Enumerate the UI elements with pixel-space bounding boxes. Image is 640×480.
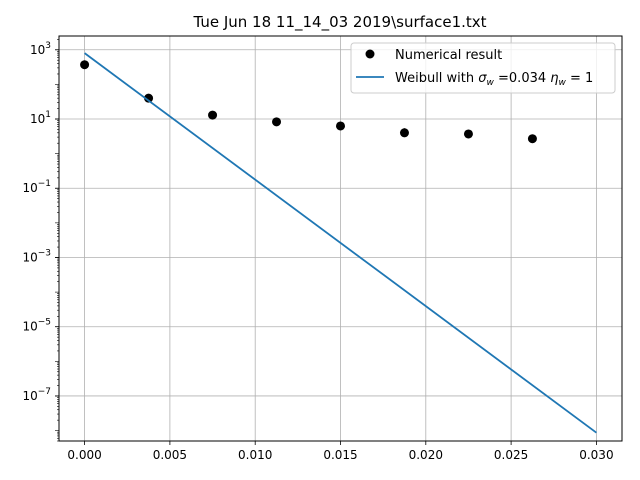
legend-marker-numerical xyxy=(365,49,375,59)
y-tick-label: 10−1 xyxy=(22,179,51,195)
x-tick-label: 0.005 xyxy=(153,448,187,462)
legend-label-weibull: Weibull with σw =0.034 ηw = 1 xyxy=(395,71,593,88)
y-tick-label: 101 xyxy=(30,110,51,126)
axis-ticks: 0.000 0.005 0.010 0.015 0.020 0.025 0.030 103 10… xyxy=(22,39,614,462)
legend: Numerical result Weibull with σw =0.034 … xyxy=(350,42,616,94)
x-tick-label: 0.015 xyxy=(323,448,357,462)
data-point xyxy=(336,121,345,131)
x-tick-label: 0.020 xyxy=(409,448,443,462)
y-tick-label: 10−5 xyxy=(22,318,51,334)
y-tick-label: 103 xyxy=(30,41,51,57)
data-point xyxy=(272,117,282,127)
y-tick-label: 10−7 xyxy=(22,387,51,403)
x-tick-label: 0.025 xyxy=(494,448,528,462)
data-point xyxy=(208,110,218,120)
data-point xyxy=(144,93,154,103)
data-point xyxy=(463,129,473,139)
legend-box xyxy=(350,42,616,94)
data-point xyxy=(399,128,409,138)
data-point xyxy=(527,134,537,144)
y-tick-label: 10−3 xyxy=(22,248,51,264)
series-layer xyxy=(80,52,597,434)
legend-label-numerical: Numerical result xyxy=(395,48,502,63)
chart-title: Tue Jun 18 11_14_03 2019\surface1.txt xyxy=(192,13,486,32)
x-tick-label: 0.010 xyxy=(238,448,272,462)
x-tick-label: 0.030 xyxy=(579,448,613,462)
x-tick-label: 0.000 xyxy=(67,448,101,462)
data-point xyxy=(80,60,90,70)
weibull-line xyxy=(84,52,597,434)
